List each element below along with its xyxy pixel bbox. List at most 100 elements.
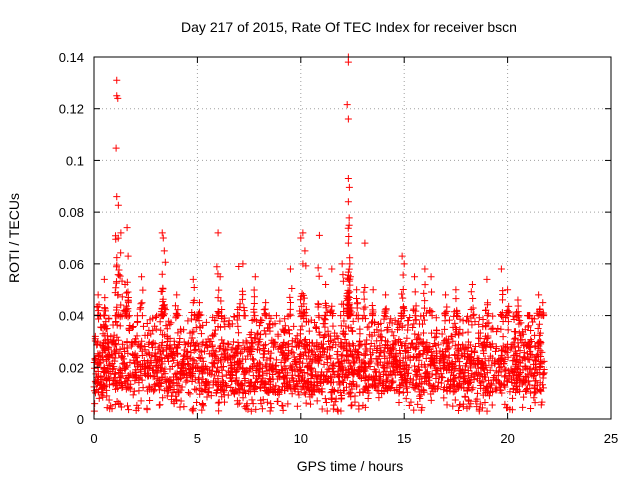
data-point [362, 351, 370, 359]
data-point [112, 284, 120, 292]
data-point [447, 333, 455, 341]
data-point [113, 76, 121, 84]
data-point [532, 356, 540, 364]
data-point [528, 369, 536, 377]
data-point [427, 273, 435, 281]
data-point [377, 349, 385, 357]
data-point [451, 374, 459, 382]
data-point [337, 407, 345, 415]
data-point [315, 272, 323, 280]
data-point [355, 405, 363, 413]
data-point [328, 302, 336, 310]
data-point [381, 308, 389, 316]
data-point [504, 318, 512, 326]
data-point [234, 322, 242, 330]
data-point [344, 224, 352, 232]
data-point [500, 358, 508, 366]
data-point [146, 396, 154, 404]
data-point [250, 305, 258, 313]
data-point [493, 328, 501, 336]
data-point [284, 400, 292, 408]
data-point [313, 397, 321, 405]
data-point [355, 342, 363, 350]
data-point [250, 382, 258, 390]
data-point [299, 291, 307, 299]
data-point [441, 310, 449, 318]
data-point [521, 326, 529, 334]
data-point [237, 382, 245, 390]
data-point [186, 329, 194, 337]
data-point [212, 348, 220, 356]
data-point [330, 368, 338, 376]
data-point [362, 340, 370, 348]
data-point [112, 380, 120, 388]
data-point [354, 351, 362, 359]
data-point [531, 389, 539, 397]
data-point [129, 323, 137, 331]
data-point [249, 355, 257, 363]
data-point [368, 318, 376, 326]
data-point [256, 335, 264, 343]
data-point [522, 364, 530, 372]
data-point [510, 356, 518, 364]
data-point [483, 407, 491, 415]
data-point [346, 273, 354, 281]
data-point [456, 370, 464, 378]
data-point [344, 352, 352, 360]
data-point [361, 377, 369, 385]
data-point [453, 306, 461, 314]
data-point [111, 377, 119, 385]
data-point [107, 333, 115, 341]
data-point [443, 366, 451, 374]
data-point [407, 398, 415, 406]
data-point [214, 375, 222, 383]
data-point [465, 354, 473, 362]
data-point [99, 343, 107, 351]
data-point [506, 388, 514, 396]
data-point [398, 323, 406, 331]
data-point [306, 360, 314, 368]
data-point [195, 308, 203, 316]
data-point [159, 234, 167, 242]
data-point [193, 398, 201, 406]
data-point [504, 378, 512, 386]
data-point [475, 340, 483, 348]
data-point [380, 378, 388, 386]
data-point [397, 342, 405, 350]
data-point [115, 350, 123, 358]
data-point [138, 299, 146, 307]
data-point [114, 234, 122, 242]
data-point [360, 288, 368, 296]
data-point [157, 310, 165, 318]
data-point [390, 368, 398, 376]
data-point [441, 362, 449, 370]
data-point [195, 374, 203, 382]
data-point [354, 311, 362, 319]
data-point [189, 275, 197, 283]
data-point [298, 302, 306, 310]
data-point [344, 175, 352, 183]
data-point [121, 378, 129, 386]
data-point [377, 327, 385, 335]
data-point [439, 374, 447, 382]
data-point [139, 286, 147, 294]
data-point [147, 330, 155, 338]
data-point [285, 326, 293, 334]
data-point [321, 395, 329, 403]
data-point [449, 363, 457, 371]
data-point [412, 344, 420, 352]
data-point [124, 402, 132, 410]
data-point [362, 383, 370, 391]
data-point [350, 353, 358, 361]
data-point [239, 339, 247, 347]
data-point [174, 306, 182, 314]
data-point [303, 378, 311, 386]
data-point [390, 332, 398, 340]
plot-frame [93, 56, 612, 420]
data-point [257, 378, 265, 386]
data-point [145, 371, 153, 379]
data-point [282, 343, 290, 351]
data-point [516, 347, 524, 355]
data-point [297, 234, 305, 242]
data-point [168, 392, 176, 400]
